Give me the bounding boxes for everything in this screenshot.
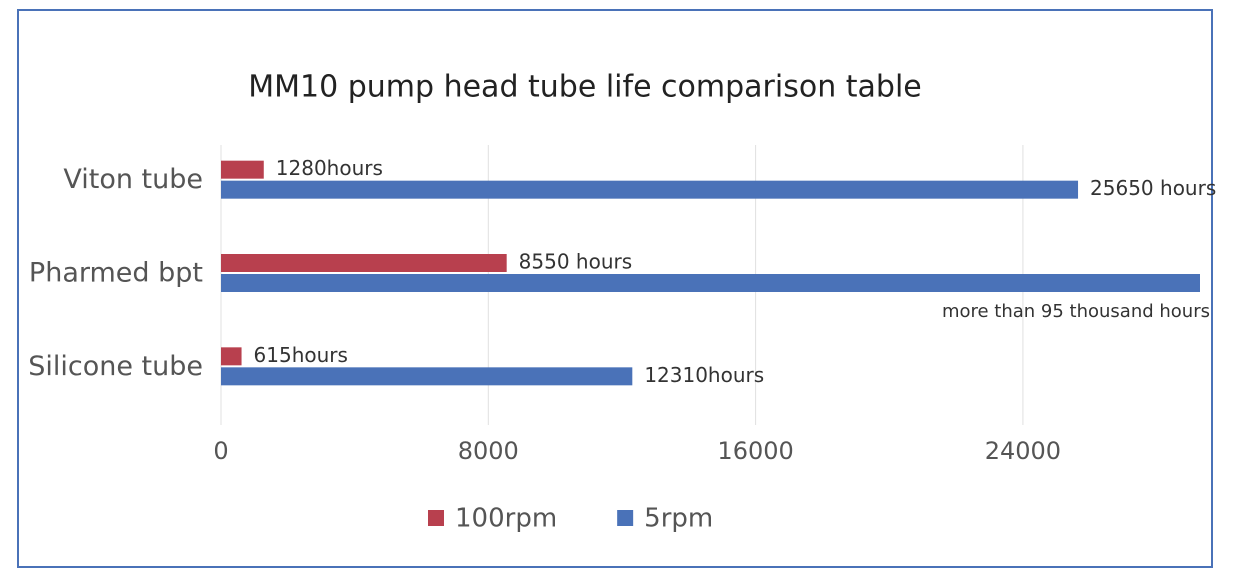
value-label: 615hours [254,343,348,367]
x-tick-label: 16000 [717,437,793,465]
legend-swatch [617,510,634,526]
legend-label: 100rpm [455,504,557,534]
bar [221,274,1200,292]
value-label: more than 95 thousand hours [942,301,1210,322]
value-label: 12310hours [644,363,764,387]
chart-title: MM10 pump head tube life comparison tabl… [248,70,922,105]
y-tick-label: Pharmed bpt [29,258,203,289]
value-label: 1280hours [276,156,383,180]
bars [221,160,1200,386]
bar [221,367,633,386]
y-tick-label: Silicone tube [28,351,203,382]
x-tick-label: 24000 [985,437,1061,465]
bar [221,347,242,366]
bar [221,160,264,179]
labels: 0 8000 16000 24000 Viton tube 1280hours 25650 … [28,156,1216,533]
legend-swatch [428,510,444,526]
y-tick-label: Viton tube [63,164,203,195]
x-tick-label: 8000 [458,437,519,465]
legend-label: 5rpm [644,504,713,534]
value-label: 25650 hours [1090,176,1216,200]
bar [221,180,1079,199]
value-label: 8550 hours [519,250,633,274]
x-tick-label: 0 [213,437,228,465]
bar [221,254,507,272]
